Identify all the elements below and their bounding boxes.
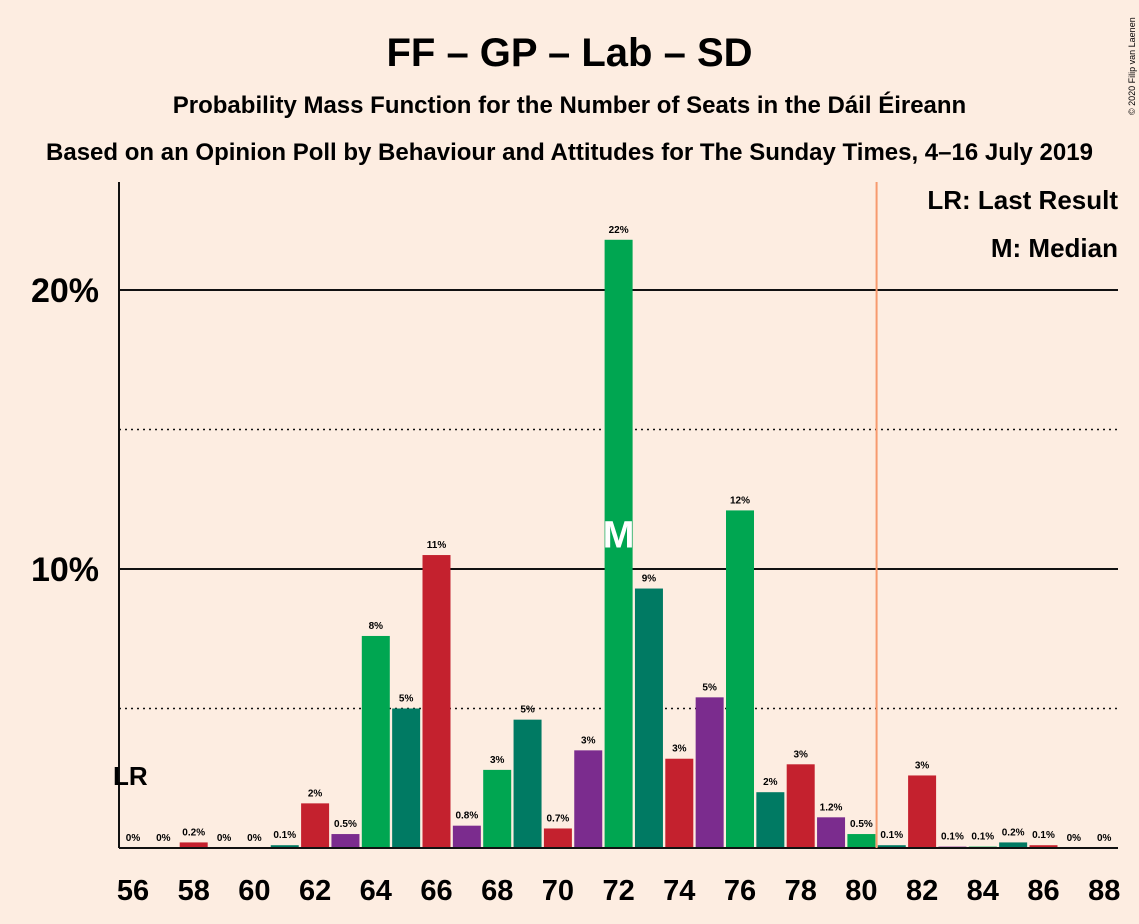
- bar-value-label: 12%: [730, 495, 750, 506]
- bar-value-label: 0.5%: [334, 819, 357, 830]
- bar-value-label: 5%: [520, 705, 535, 716]
- bar: [452, 825, 481, 848]
- bar: [634, 588, 663, 848]
- x-tick-label: 64: [360, 875, 392, 907]
- bar-value-label: 5%: [399, 694, 414, 705]
- chart-source-line: Based on an Opinion Poll by Behaviour an…: [46, 139, 1093, 166]
- x-tick-label: 84: [967, 875, 999, 907]
- bar-value-label: 0.2%: [1002, 827, 1025, 838]
- bar-value-label: 2%: [308, 788, 323, 799]
- bar: [574, 750, 603, 848]
- bar: [1029, 845, 1058, 848]
- bar-value-label: 0.1%: [971, 832, 994, 843]
- bar-value-label: 9%: [642, 574, 657, 585]
- x-tick-label: 58: [178, 875, 210, 907]
- bar-value-label: 1.2%: [820, 802, 843, 813]
- x-tick-label: 76: [724, 875, 756, 907]
- bar-value-label: 0%: [1097, 833, 1112, 844]
- bar-value-label: 22%: [609, 225, 629, 236]
- x-tick-label: 82: [906, 875, 938, 907]
- bar: [270, 845, 299, 848]
- bar: [756, 792, 785, 848]
- bar-value-label: 0%: [247, 833, 262, 844]
- bar: [604, 239, 633, 848]
- y-tick-label: 20%: [31, 272, 99, 310]
- bar: [999, 842, 1028, 848]
- bar-value-label: 0%: [126, 833, 141, 844]
- bar-value-label: 3%: [672, 744, 687, 755]
- bar-value-label: 0%: [1067, 833, 1082, 844]
- bar-value-label: 0.2%: [182, 827, 205, 838]
- bar-value-label: 0.1%: [941, 832, 964, 843]
- x-tick-label: 78: [785, 875, 817, 907]
- bar-value-label: 2%: [763, 777, 778, 788]
- bar-value-label: 0.5%: [850, 819, 873, 830]
- x-tick-label: 86: [1027, 875, 1059, 907]
- bar: [361, 635, 390, 848]
- bar-value-label: 0%: [156, 833, 171, 844]
- bar-value-label: 0.1%: [880, 830, 903, 841]
- bar-value-label: 0%: [217, 833, 232, 844]
- bar-value-label: 3%: [915, 760, 930, 771]
- x-tick-label: 56: [117, 875, 149, 907]
- bar-value-label: 0.8%: [455, 811, 478, 822]
- bar: [301, 803, 330, 848]
- bar-value-label: 8%: [369, 621, 384, 632]
- bar-value-label: 0.1%: [1032, 830, 1055, 841]
- bar: [786, 764, 815, 848]
- bar-value-label: 3%: [793, 749, 808, 760]
- bar-value-label: 3%: [581, 735, 596, 746]
- bar: [331, 834, 360, 848]
- x-tick-label: 70: [542, 875, 574, 907]
- x-tick-label: 72: [602, 875, 634, 907]
- bar: [513, 719, 542, 848]
- last-result-marker: LR: [113, 761, 148, 791]
- x-tick-label: 74: [663, 875, 695, 907]
- copyright-note: © 2020 Filip van Laenen: [1127, 17, 1137, 115]
- bar: [392, 708, 421, 848]
- bar: [908, 775, 937, 848]
- bar-value-label: 3%: [490, 755, 505, 766]
- bar: [543, 828, 572, 848]
- bar: [483, 769, 512, 848]
- y-tick-labels: 10% 20%: [31, 272, 99, 589]
- bar-value-labels: 0% 0% 0.2% 0% 0% 0.1% 2% 0.5% 8% 5% 11% 0.8% 3% 5% 0.7…: [126, 225, 1112, 844]
- y-tick-label: 10%: [31, 551, 99, 589]
- x-tick-labels: 56 58 60 62 64 66 68 70 72 74 76 78 80 82 84 86 88: [117, 875, 1120, 907]
- legend-last-result: LR: Last Result: [927, 185, 1118, 215]
- bar-value-label: 0.1%: [273, 830, 296, 841]
- bar: [817, 817, 846, 848]
- x-tick-label: 66: [420, 875, 452, 907]
- x-tick-label: 88: [1088, 875, 1120, 907]
- x-tick-label: 80: [845, 875, 877, 907]
- bar-series: [179, 239, 1058, 848]
- x-tick-label: 62: [299, 875, 331, 907]
- x-tick-label: 68: [481, 875, 513, 907]
- median-marker: M: [603, 515, 635, 557]
- bar: [665, 758, 694, 848]
- bar: [726, 510, 754, 848]
- chart-title: FF – GP – Lab – SD: [386, 31, 752, 75]
- bar-value-label: 11%: [427, 540, 447, 551]
- bar-value-label: 5%: [702, 682, 717, 693]
- bar: [422, 555, 451, 848]
- legend-median: M: Median: [991, 233, 1118, 263]
- bar: [179, 842, 208, 848]
- chart-subtitle: Probability Mass Function for the Number…: [173, 91, 966, 119]
- bar: [847, 834, 876, 848]
- x-tick-label: 60: [238, 875, 270, 907]
- bar: [695, 697, 724, 848]
- bar-value-label: 0.7%: [547, 813, 570, 824]
- bar: [877, 845, 906, 848]
